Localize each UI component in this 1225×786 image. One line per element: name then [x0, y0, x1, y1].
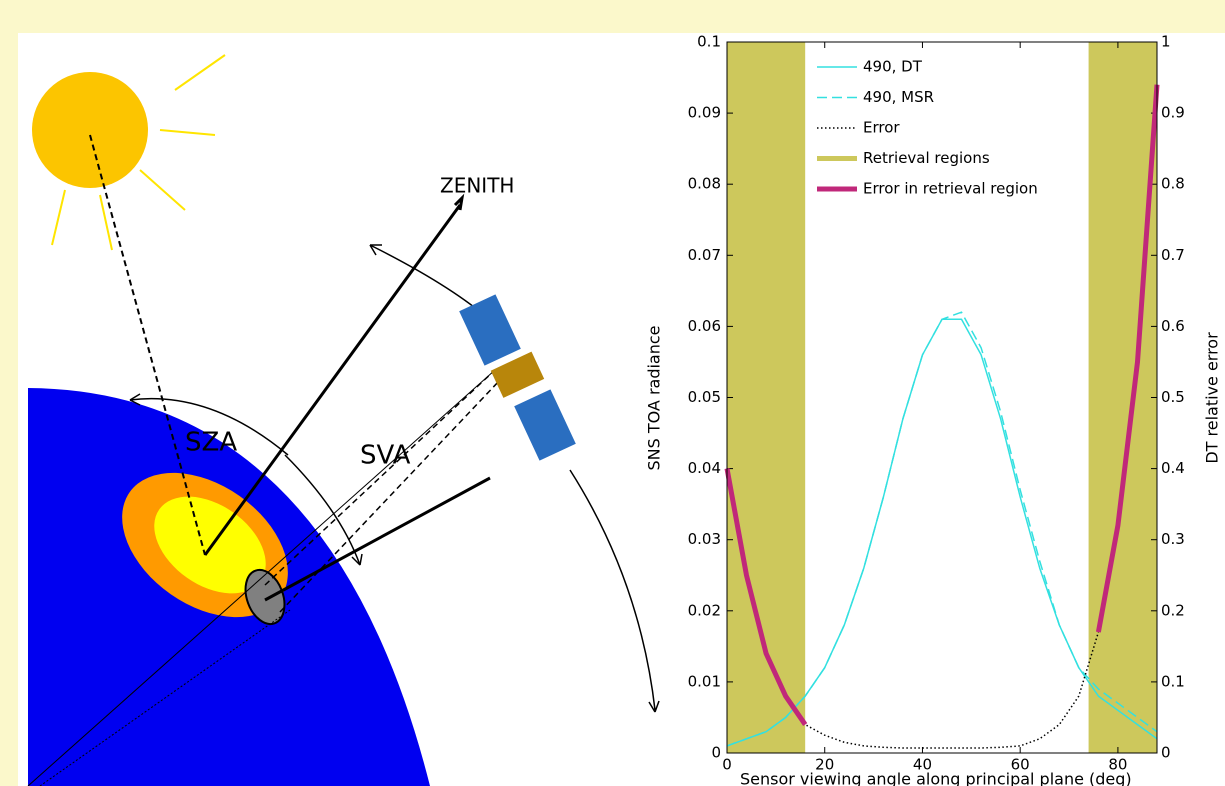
y-tick-label: 0.1 [697, 33, 721, 51]
y-tick-label: 0.05 [688, 388, 721, 406]
x-tick-label: 20 [815, 756, 834, 774]
y-tick-label: 0.06 [688, 317, 721, 335]
sun [32, 72, 148, 188]
y2-tick-label: 0.5 [1161, 388, 1185, 406]
y2-tick-label: 0.1 [1161, 672, 1185, 690]
y-axis-label: SNS TOA radiance [645, 325, 664, 470]
x-tick-label: 60 [1011, 756, 1030, 774]
y2-tick-label: 0.9 [1161, 104, 1185, 122]
y-tick-label: 0.09 [688, 104, 721, 122]
x-axis-label: Sensor viewing angle along principal pla… [740, 770, 1132, 786]
y-tick-label: 0.08 [688, 175, 721, 193]
y-tick-label: 0.07 [688, 246, 721, 264]
y2-tick-label: 0.7 [1161, 246, 1185, 264]
x-tick-label: 0 [722, 756, 732, 774]
retrieval-region [1088, 42, 1157, 753]
legend-label: 490, DT [863, 58, 923, 76]
y2-tick-label: 0.6 [1161, 317, 1185, 335]
y2-tick-label: 0.8 [1161, 175, 1185, 193]
legend-label: 490, MSR [863, 88, 934, 106]
y2-tick-label: 0.3 [1161, 530, 1185, 548]
y2-tick-label: 0.4 [1161, 459, 1185, 477]
y-tick-label: 0.03 [688, 530, 721, 548]
y-tick-label: 0 [711, 744, 721, 762]
y-tick-label: 0.02 [688, 601, 721, 619]
legend-label: Retrieval regions [863, 149, 990, 167]
sva-label: SVA [360, 441, 411, 471]
plot-frame [726, 41, 1158, 754]
sun-rays [51, 54, 226, 251]
sza-label: SZA [185, 428, 237, 458]
diagram: ZENITH SZA SVA [27, 54, 660, 786]
y2-axis-label: DT relative error [1203, 332, 1222, 464]
zenith-label: ZENITH [440, 174, 514, 198]
retrieval-region [727, 42, 806, 753]
y2-tick-label: 1 [1161, 33, 1171, 51]
region-inner [154, 496, 266, 594]
x-tick-label: 80 [1108, 756, 1127, 774]
y2-tick-label: 0 [1161, 744, 1171, 762]
y-tick-label: 0.01 [688, 672, 721, 690]
satellite [459, 294, 576, 461]
y2-tick-label: 0.2 [1161, 601, 1185, 619]
x-tick-label: 40 [913, 756, 932, 774]
legend-label: Error [863, 119, 900, 137]
y-tick-label: 0.04 [688, 459, 721, 477]
legend-label: Error in retrieval region [863, 180, 1038, 198]
series-line [726, 311, 1158, 747]
series-line [724, 84, 1160, 727]
